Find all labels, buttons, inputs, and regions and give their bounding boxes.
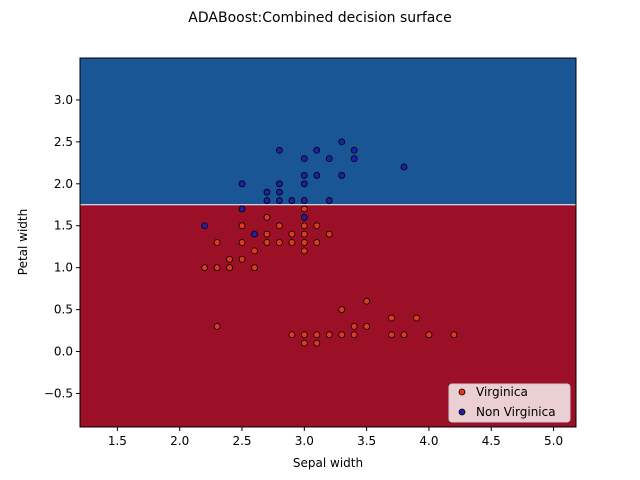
data-point-virginica bbox=[275, 239, 283, 246]
legend-marker bbox=[458, 388, 466, 396]
data-point-virginica bbox=[251, 264, 258, 272]
y-tick-label: 3.0 bbox=[54, 93, 73, 107]
data-point-virginica bbox=[300, 230, 308, 238]
data-point-virginica bbox=[300, 205, 308, 213]
data-point-virginica bbox=[213, 264, 221, 272]
data-point-virginica bbox=[275, 222, 283, 230]
data-point-virginica bbox=[350, 331, 358, 339]
data-point-virginica bbox=[363, 297, 371, 305]
data-point-non-virginica bbox=[275, 180, 283, 188]
plot-area: 1.5 2.0 2.5 3.0 3.5 4.0 4.5 5.0 −0.5 0.0 0.5 1.0 1.5… bbox=[44, 57, 577, 448]
data-point-virginica bbox=[325, 331, 333, 339]
legend-label: Virginica bbox=[476, 385, 528, 399]
data-point-non-virginica bbox=[275, 197, 283, 204]
x-tick-label: 3.5 bbox=[357, 434, 376, 448]
data-point-non-virginica bbox=[300, 172, 308, 179]
x-tick-label: 1.5 bbox=[108, 434, 127, 448]
y-tick-label: 0.0 bbox=[54, 345, 73, 359]
x-tick-label: 2.0 bbox=[170, 434, 189, 448]
data-point-non-virginica bbox=[313, 172, 321, 179]
data-point-virginica bbox=[300, 331, 308, 339]
data-point-non-virginica bbox=[350, 146, 358, 154]
legend-box bbox=[448, 383, 571, 423]
data-point-non-virginica bbox=[251, 230, 258, 238]
data-point-non-virginica bbox=[300, 155, 308, 163]
data-point-non-virginica bbox=[238, 205, 246, 213]
data-point-virginica bbox=[288, 239, 296, 246]
x-tick-label: 4.5 bbox=[482, 434, 501, 448]
data-point-virginica bbox=[300, 247, 308, 255]
data-point-virginica bbox=[338, 331, 346, 339]
x-tick-label: 3.0 bbox=[295, 434, 314, 448]
y-tick-label: 2.0 bbox=[54, 177, 73, 191]
data-point-virginica bbox=[338, 306, 346, 313]
y-tick-label: 0.5 bbox=[54, 303, 73, 317]
data-point-non-virginica bbox=[325, 197, 333, 204]
data-point-virginica bbox=[300, 239, 308, 246]
x-tick-label: 4.0 bbox=[419, 434, 438, 448]
y-tick-label: −0.5 bbox=[44, 386, 73, 400]
data-point-virginica bbox=[263, 230, 271, 238]
data-point-non-virginica bbox=[201, 222, 209, 230]
data-point-non-virginica bbox=[300, 213, 308, 221]
y-axis-label: Petal width bbox=[16, 209, 30, 275]
data-point-virginica bbox=[251, 247, 258, 255]
legend-label: Non Virginica bbox=[476, 405, 556, 419]
data-point-virginica bbox=[288, 230, 296, 238]
data-point-virginica bbox=[288, 331, 296, 339]
data-point-non-virginica bbox=[300, 197, 308, 204]
data-point-non-virginica bbox=[400, 163, 408, 171]
data-point-non-virginica bbox=[325, 155, 333, 163]
data-point-virginica bbox=[313, 331, 321, 339]
data-point-non-virginica bbox=[263, 188, 271, 196]
data-point-virginica bbox=[313, 339, 321, 347]
y-tick-label: 1.5 bbox=[54, 219, 73, 233]
data-point-virginica bbox=[213, 322, 221, 330]
data-point-virginica bbox=[400, 331, 408, 339]
data-point-virginica bbox=[425, 331, 433, 339]
data-point-non-virginica bbox=[275, 188, 283, 196]
data-point-virginica bbox=[226, 255, 233, 263]
data-point-non-virginica bbox=[263, 197, 271, 204]
data-point-non-virginica bbox=[350, 155, 358, 163]
data-point-non-virginica bbox=[288, 197, 296, 204]
y-tick-label: 2.5 bbox=[54, 135, 73, 149]
x-tick-label: 2.5 bbox=[232, 434, 251, 448]
legend: Virginica Non Virginica bbox=[448, 383, 571, 423]
plot-frame bbox=[79, 57, 577, 428]
data-point-virginica bbox=[313, 222, 321, 230]
data-point-virginica bbox=[450, 331, 458, 339]
data-point-virginica bbox=[388, 314, 395, 322]
data-point-non-virginica bbox=[300, 180, 308, 188]
data-point-virginica bbox=[300, 339, 308, 347]
chart-title: ADABoost:Combined decision surface bbox=[188, 10, 451, 26]
data-point-virginica bbox=[238, 222, 246, 230]
data-point-non-virginica bbox=[313, 146, 321, 154]
data-point-non-virginica bbox=[275, 146, 283, 154]
data-point-virginica bbox=[263, 213, 271, 221]
x-tick-label: 5.0 bbox=[544, 434, 563, 448]
y-tick-label: 1.0 bbox=[54, 261, 73, 275]
data-point-non-virginica bbox=[338, 138, 346, 146]
data-point-virginica bbox=[226, 264, 233, 272]
data-point-non-virginica bbox=[238, 180, 246, 188]
data-point-virginica bbox=[238, 255, 246, 263]
x-axis-label: Sepal width bbox=[293, 456, 363, 470]
data-point-non-virginica bbox=[338, 172, 346, 179]
data-point-virginica bbox=[313, 239, 321, 246]
data-point-virginica bbox=[413, 314, 420, 322]
data-point-virginica bbox=[350, 322, 358, 330]
data-point-virginica bbox=[201, 264, 209, 272]
legend-marker bbox=[458, 408, 466, 416]
data-point-virginica bbox=[325, 230, 333, 238]
data-point-virginica bbox=[213, 239, 221, 246]
data-point-virginica bbox=[263, 239, 271, 246]
data-point-virginica bbox=[300, 222, 308, 230]
data-point-virginica bbox=[388, 331, 395, 339]
data-point-virginica bbox=[363, 322, 371, 330]
decision-region-upper bbox=[80, 58, 576, 205]
data-point-virginica bbox=[238, 239, 246, 246]
